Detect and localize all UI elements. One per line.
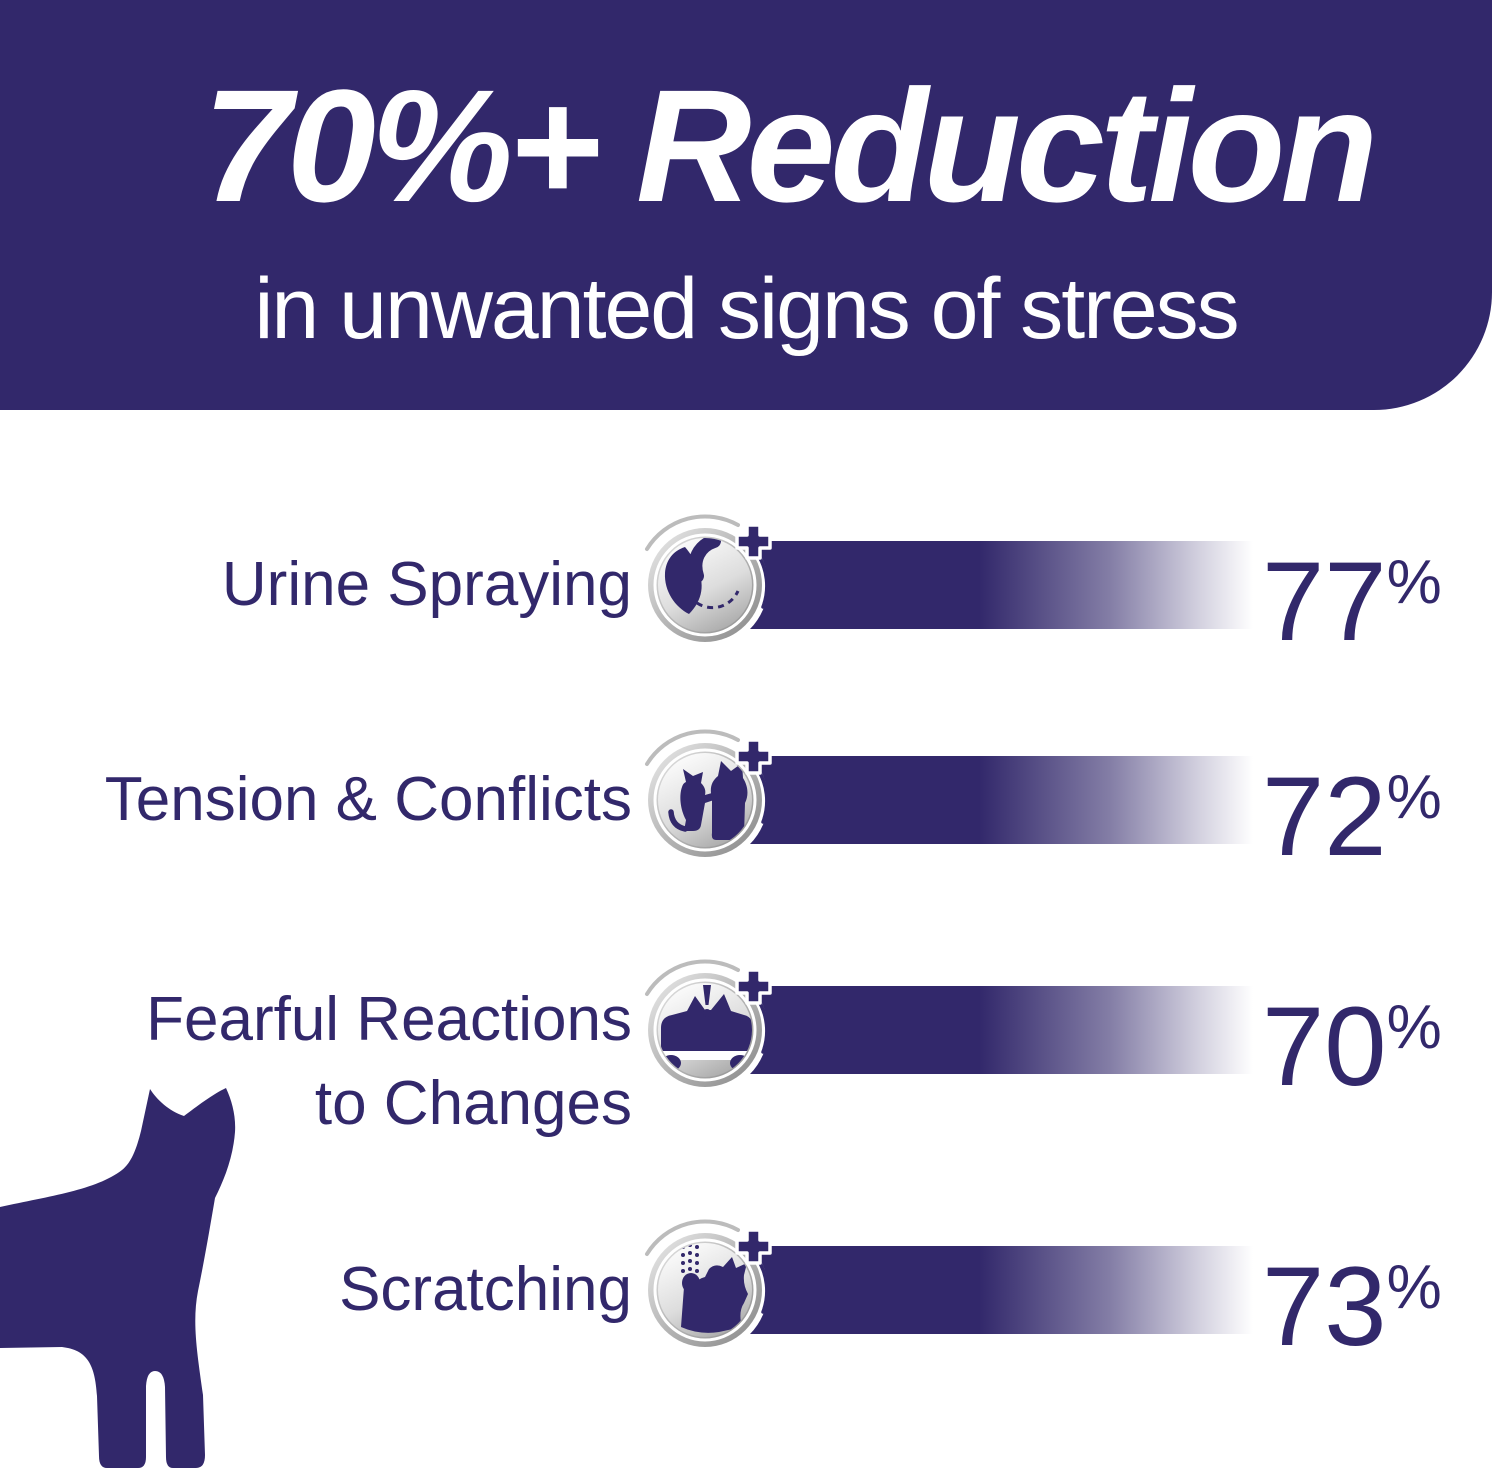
plus-icon xyxy=(735,738,772,775)
percent-value: 70 xyxy=(1262,984,1387,1109)
bar xyxy=(705,986,1253,1074)
row-label: Tension & Conflicts xyxy=(105,763,632,837)
bar xyxy=(705,541,1253,629)
value-label: 70% xyxy=(1262,972,1442,1103)
swoosh-arc xyxy=(645,1219,740,1256)
row-label-text: Urine Spraying xyxy=(221,550,632,619)
page-subtitle: in unwanted signs of stress xyxy=(254,261,1239,357)
percent-value: 73 xyxy=(1262,1244,1387,1369)
bar xyxy=(705,756,1253,844)
row-label-text: to Changes xyxy=(314,1069,632,1138)
row-label-text: Tension & Conflicts xyxy=(104,765,632,834)
cat-scratching-icon xyxy=(642,1219,772,1353)
value-label: 77% xyxy=(1262,527,1442,658)
two-cats-glyph xyxy=(668,761,748,840)
percent-value: 77 xyxy=(1262,539,1387,664)
value-label: 73% xyxy=(1262,1232,1442,1363)
header-banner: 70%+ Reduction in unwanted signs of stre… xyxy=(0,0,1492,410)
percent-sign: % xyxy=(1386,1253,1442,1322)
cat-silhouette xyxy=(0,1088,236,1468)
percent-value: 72 xyxy=(1262,754,1387,879)
swoosh-arc xyxy=(645,729,740,766)
plus-icon xyxy=(735,968,772,1005)
row-label-text: Fearful Reactions xyxy=(146,985,632,1054)
page-title: 70%+ Reduction xyxy=(202,56,1378,235)
row-label: Urine Spraying xyxy=(222,548,632,622)
percent-sign: % xyxy=(1386,993,1442,1062)
swoosh-arc xyxy=(645,514,740,551)
cat-urine-spraying-icon xyxy=(642,514,772,648)
row-label: Fearful Reactions to Changes xyxy=(146,978,632,1146)
value-label: 72% xyxy=(1262,742,1442,873)
plus-icon xyxy=(735,1228,772,1265)
row-label: Scratching xyxy=(339,1253,632,1327)
swoosh-arc xyxy=(645,959,740,996)
cat-hiding-icon xyxy=(642,959,772,1093)
plus-icon xyxy=(735,523,772,560)
row-label-text: Scratching xyxy=(339,1255,632,1324)
cats-fighting-icon xyxy=(642,729,772,863)
bar xyxy=(705,1246,1253,1334)
percent-sign: % xyxy=(1386,763,1442,832)
cat-rear-glyph xyxy=(664,538,740,614)
percent-sign: % xyxy=(1386,548,1442,617)
